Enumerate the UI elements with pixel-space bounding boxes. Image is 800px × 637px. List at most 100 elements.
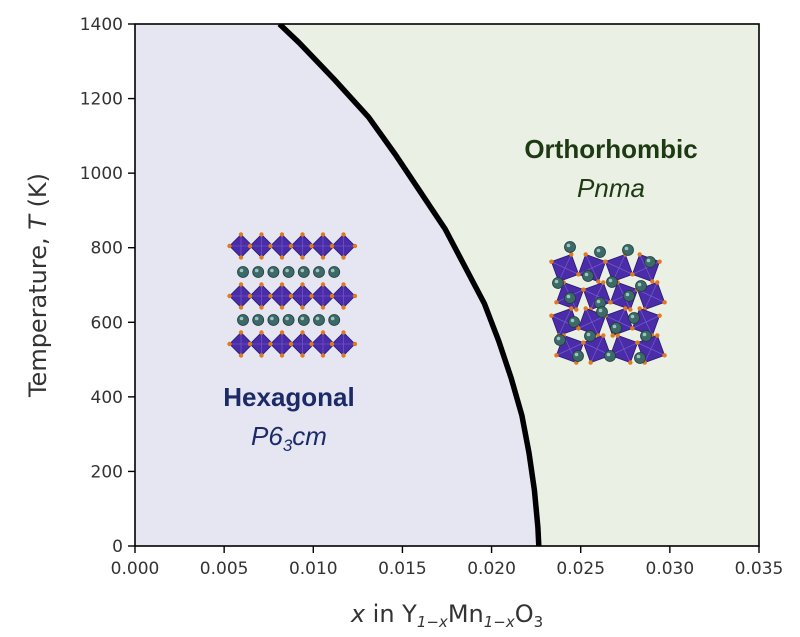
oxygen-atom	[341, 232, 346, 237]
hexagonal-label: Hexagonal	[223, 382, 355, 412]
yttrium-atom	[252, 266, 265, 278]
oxygen-atom	[608, 300, 613, 305]
oxygen-atom	[279, 255, 285, 260]
yttrium-atom	[606, 276, 618, 288]
x-tick-label: 0.025	[556, 559, 605, 579]
yttrium-atom	[564, 292, 576, 304]
atom-highlight	[586, 332, 591, 337]
yttrium-atom	[622, 244, 634, 256]
yttrium-atom	[596, 306, 608, 318]
oxygen-atom	[581, 340, 586, 345]
atom-highlight	[624, 246, 629, 251]
oxygen-atom	[279, 282, 285, 287]
oxygen-atom	[279, 232, 285, 237]
oxygen-atom	[601, 280, 606, 285]
atom-highlight	[596, 299, 601, 304]
yttrium-atom	[282, 266, 295, 278]
plot-frame	[134, 23, 760, 547]
x-axis-ticks: 0.000 0.005 0.010 0.015 0.020 0.025 0.030 0.035	[111, 546, 783, 579]
atom-highlight	[570, 318, 575, 323]
atom-highlight	[554, 279, 559, 284]
x-tick-label: 0.020	[467, 559, 516, 579]
octahedron-edge	[558, 308, 572, 336]
atom-highlight	[636, 354, 641, 359]
octahedron-edge	[558, 254, 572, 282]
y-tick-label: 0	[112, 537, 123, 557]
hexagonal-space-group: P63cm	[251, 421, 327, 455]
oxygen-atom	[549, 313, 554, 318]
oxygen-atom	[615, 333, 620, 338]
yttrium-atom	[313, 266, 325, 278]
yttrium-atom	[572, 350, 584, 362]
yttrium-atom	[267, 314, 280, 326]
y-tick-label: 1400	[80, 15, 123, 35]
atom-highlight	[270, 268, 274, 273]
oxygen-atom	[576, 326, 581, 331]
y-tick-label: 1200	[80, 90, 123, 110]
y-tick-label: 800	[91, 239, 123, 259]
x-tick-label: 0.000	[111, 559, 160, 579]
oxygen-atom	[259, 232, 264, 237]
oxygen-atom	[635, 340, 640, 345]
oxygen-atom	[309, 243, 314, 249]
oxygen-atom	[238, 353, 244, 358]
hexagonal-region	[135, 24, 539, 546]
atom-highlight	[637, 282, 642, 287]
yttrium-atom	[267, 266, 280, 278]
yttrium-atom	[237, 266, 249, 278]
oxygen-atom	[320, 305, 326, 310]
oxygen-atom	[637, 252, 642, 257]
oxygen-atom	[352, 341, 358, 347]
yttrium-atom	[552, 277, 564, 289]
oxygen-atom	[341, 255, 346, 260]
oxygen-atom	[657, 313, 662, 318]
atom-highlight	[285, 268, 289, 273]
oxygen-atom	[623, 306, 628, 311]
orthorhombic-crystal-structure-icon	[549, 241, 667, 365]
octahedron-edge	[590, 282, 604, 310]
x-tick-label: 0.005	[200, 559, 249, 579]
oxygen-atom	[341, 353, 346, 358]
yttrium-atom	[568, 316, 580, 328]
yttrium-atom	[564, 241, 576, 253]
oxygen-atom	[352, 293, 358, 299]
yttrium-atom	[297, 266, 310, 278]
oxygen-atom	[583, 252, 588, 257]
oxygen-atom	[300, 282, 305, 287]
oxygen-atom	[300, 330, 305, 335]
yttrium-atom	[610, 322, 622, 334]
oxygen-atom	[309, 293, 314, 299]
oxygen-atom	[238, 282, 244, 287]
oxygen-atom	[657, 259, 662, 264]
oxygen-atom	[352, 243, 358, 249]
atom-highlight	[584, 272, 589, 277]
oxygen-atom	[288, 243, 294, 249]
oxygen-atom	[329, 341, 335, 347]
oxygen-atom	[288, 341, 294, 347]
oxygen-atom	[320, 232, 326, 237]
atom-highlight	[330, 268, 335, 273]
atom-highlight	[285, 316, 289, 321]
atom-highlight	[642, 332, 647, 337]
x-tick-label: 0.015	[378, 559, 427, 579]
oxygen-atom	[650, 279, 655, 284]
phase-boundary-line	[277, 24, 542, 546]
oxygen-atom	[279, 353, 285, 358]
oxygen-atom	[655, 333, 660, 338]
orthorhombic-space-group: Pnma	[577, 173, 645, 203]
yttrium-atom	[313, 314, 325, 326]
oxygen-atom	[320, 353, 326, 358]
atom-highlight	[608, 278, 613, 283]
oxygen-atom	[569, 252, 574, 257]
y-tick-label: 400	[91, 388, 123, 408]
oxygen-atom	[259, 255, 264, 260]
oxygen-atom	[279, 330, 285, 335]
oxygen-atom	[637, 306, 642, 311]
y-axis-ticks: 0 200 400 600 800 1000 1200 1400	[80, 15, 135, 557]
oxygen-atom	[300, 305, 305, 310]
yttrium-atom	[252, 314, 265, 326]
oxygen-atom	[247, 293, 253, 299]
yttrium-atom	[237, 314, 249, 326]
x-tick-label: 0.010	[289, 559, 338, 579]
oxygen-atom	[549, 259, 554, 264]
